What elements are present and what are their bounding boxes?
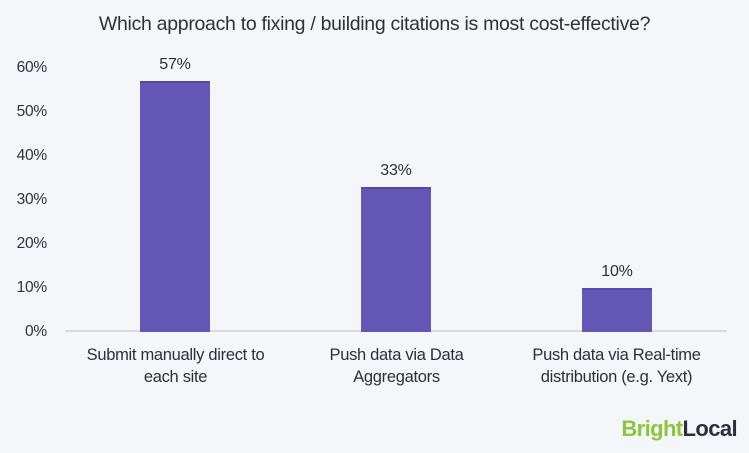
category-label: Submit manually direct to each site xyxy=(86,346,265,386)
bar xyxy=(361,187,431,332)
bar-value-label: 57% xyxy=(159,56,191,73)
y-axis-tick-label: 60% xyxy=(16,59,48,76)
bar-value-label: 33% xyxy=(380,162,412,179)
category-label: Push data via Data Aggregators xyxy=(329,346,464,386)
y-axis-tick-label: 40% xyxy=(16,147,48,164)
logo-local-text: Local xyxy=(682,416,738,441)
bar xyxy=(582,288,652,332)
logo-bright-text: Bright xyxy=(621,416,683,441)
y-axis-tick-label: 20% xyxy=(16,235,48,252)
category-label: Push data via Real-time distribution (e.… xyxy=(532,346,701,386)
y-axis-tick-label: 10% xyxy=(16,279,48,296)
bar xyxy=(140,81,210,332)
chart-title: Which approach to fixing / building cita… xyxy=(98,13,651,35)
y-axis-tick-label: 30% xyxy=(16,191,48,208)
y-axis-tick-label: 50% xyxy=(16,103,48,120)
bar-value-label: 10% xyxy=(601,263,633,280)
brightlocal-logo: BrightLocal xyxy=(621,416,737,442)
y-axis-tick-label: 0% xyxy=(24,323,47,340)
